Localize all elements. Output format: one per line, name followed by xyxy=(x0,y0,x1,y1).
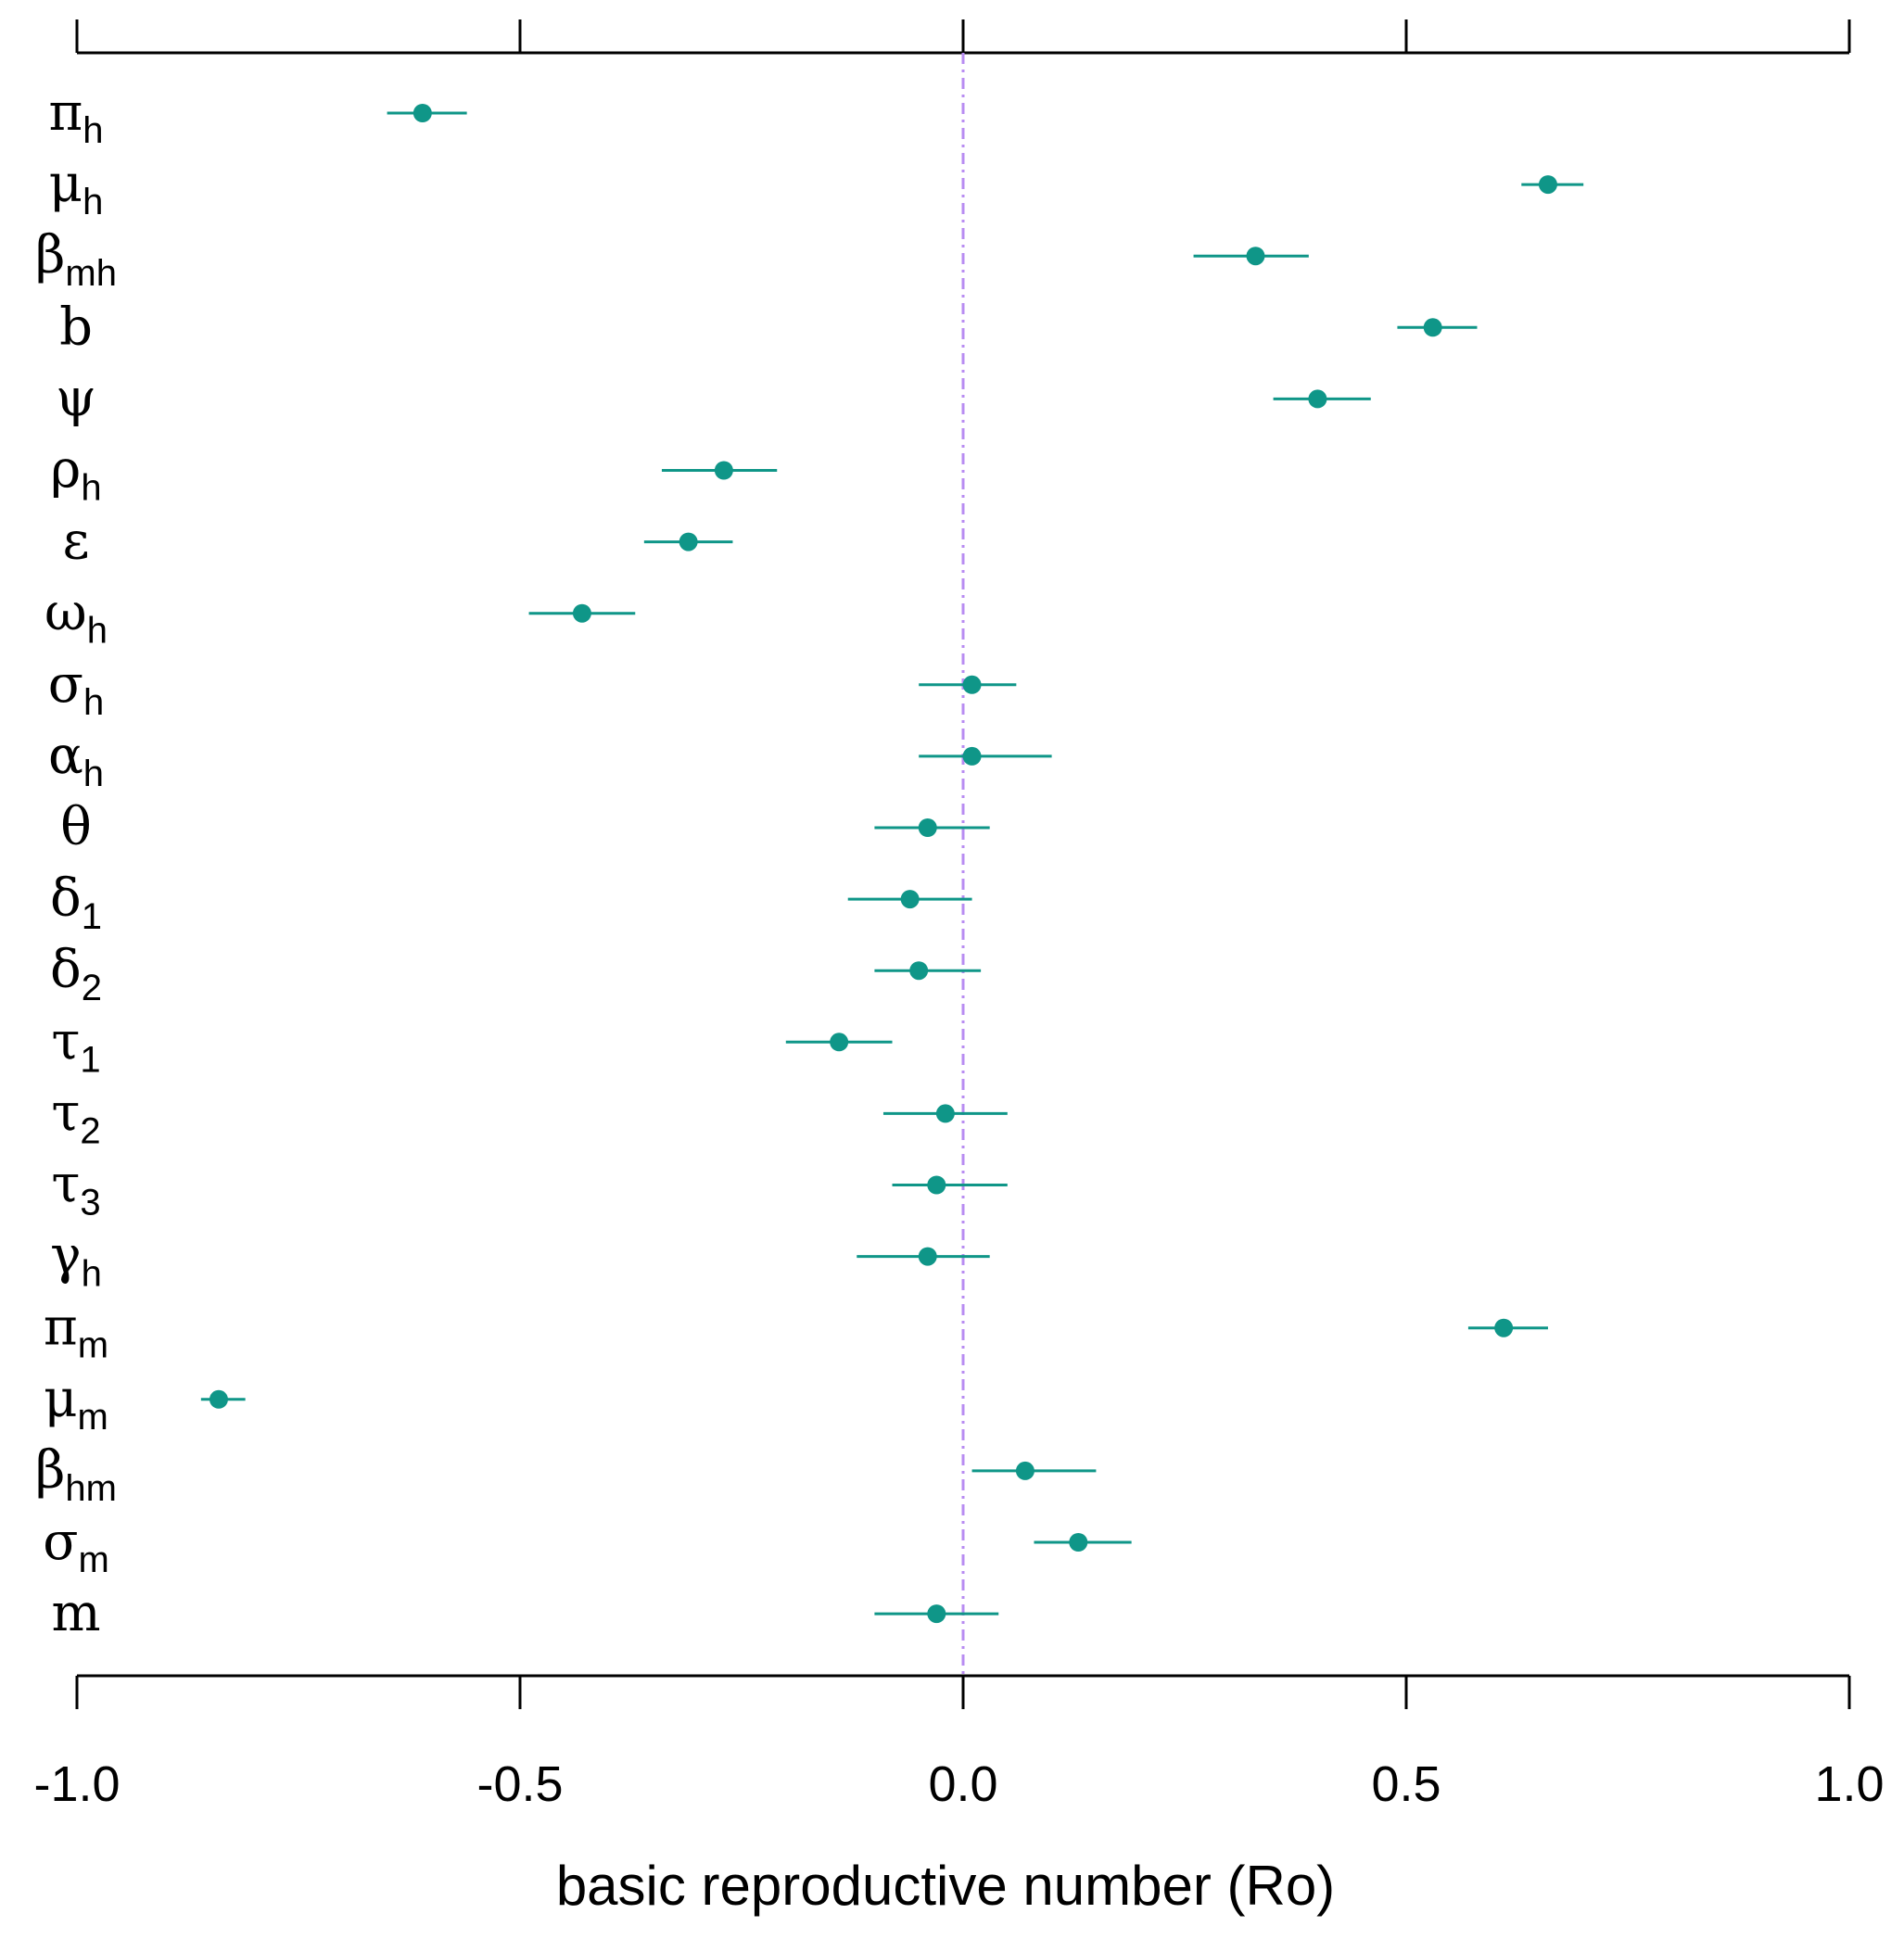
parameter-symbol: δ xyxy=(50,868,82,929)
parameter-symbol: m xyxy=(51,1583,100,1643)
parameter-labels: πhμhβmhbψρhεωhσhαhθδ1δ2τ1τ2τ3γhπmμmβhmσm… xyxy=(35,82,117,1643)
parameter-label: ωh xyxy=(44,583,108,652)
parameter-subscript: h xyxy=(83,110,103,151)
parameter-subscript: 2 xyxy=(82,968,102,1008)
parameter-label: βmh xyxy=(35,225,117,294)
estimate-point xyxy=(209,1389,228,1409)
parameter-label: τ2 xyxy=(51,1083,100,1151)
parameter-symbol: σ xyxy=(43,1512,78,1572)
parameter-symbol: π xyxy=(44,1298,78,1358)
estimate-point xyxy=(900,890,920,909)
parameter-subscript: m xyxy=(78,1540,108,1580)
parameter-symbol: θ xyxy=(60,797,92,857)
parameter-symbol: δ xyxy=(50,940,82,1000)
parameter-subscript: h xyxy=(81,468,101,509)
parameter-subscript: h xyxy=(82,1254,102,1295)
parameter-subscript: m xyxy=(78,1325,108,1366)
estimate-point xyxy=(962,746,982,766)
parameter-label: αh xyxy=(48,726,104,794)
x-tick-label: 0.0 xyxy=(928,1756,997,1812)
axes: -1.0 -0.5 0.0 0.5 1.0 xyxy=(33,19,1885,1812)
estimate-point xyxy=(413,104,432,122)
parameter-subscript: 1 xyxy=(82,896,102,937)
parameter-label: τ3 xyxy=(51,1155,100,1223)
x-axis-title: basic reproductive number (Ro) xyxy=(556,1855,1335,1917)
parameter-label: σh xyxy=(48,654,104,723)
parameter-subscript: mh xyxy=(65,253,117,294)
estimate-point xyxy=(927,1604,946,1624)
estimate-point xyxy=(1538,175,1557,195)
estimate-point xyxy=(1246,247,1265,266)
estimate-point xyxy=(909,961,929,981)
parameter-label: m xyxy=(51,1583,100,1643)
estimate-point xyxy=(962,675,982,694)
estimate-point xyxy=(1423,318,1442,337)
parameter-symbol: τ xyxy=(51,1083,80,1143)
parameter-symbol: ω xyxy=(44,583,87,643)
x-tick-label: 0.5 xyxy=(1371,1756,1441,1812)
parameter-symbol: β xyxy=(35,1440,65,1501)
estimate-point xyxy=(679,532,698,551)
parameter-symbol: ε xyxy=(62,512,89,572)
parameter-symbol: μ xyxy=(44,1369,77,1429)
x-tick-label: -0.5 xyxy=(476,1756,563,1812)
parameter-label: μh xyxy=(49,154,104,222)
estimate-point xyxy=(927,1175,946,1195)
parameter-subscript: 1 xyxy=(80,1039,100,1080)
parameter-symbol: β xyxy=(35,225,65,285)
parameter-label: ρh xyxy=(50,440,101,509)
parameter-subscript: h xyxy=(83,682,104,723)
parameter-label: ε xyxy=(62,512,89,572)
parameter-label: γh xyxy=(50,1226,102,1295)
parameter-symbol: b xyxy=(59,297,93,357)
parameter-subscript: h xyxy=(83,182,103,222)
parameter-label: δ1 xyxy=(50,868,102,937)
x-tick-label: 1.0 xyxy=(1814,1756,1884,1812)
estimate-point xyxy=(714,461,733,480)
estimate-point xyxy=(830,1033,849,1052)
estimate-point xyxy=(918,818,937,837)
estimate-point xyxy=(1308,389,1327,409)
parameter-subscript: 2 xyxy=(80,1110,100,1151)
parameter-label: πh xyxy=(48,82,103,151)
parameter-label: b xyxy=(59,297,93,357)
parameter-subscript: 3 xyxy=(80,1183,100,1223)
parameter-symbol: τ xyxy=(51,1011,80,1071)
parameter-symbol: α xyxy=(48,726,83,786)
parameter-subscript: h xyxy=(87,611,108,652)
parameter-label: ψ xyxy=(56,368,96,428)
parameter-subscript: h xyxy=(83,754,104,794)
parameter-label: θ xyxy=(60,797,92,857)
x-tick-label: -1.0 xyxy=(33,1756,120,1812)
parameter-symbol: τ xyxy=(51,1155,80,1215)
estimate-marks xyxy=(200,104,1584,1624)
estimate-point xyxy=(1015,1461,1035,1480)
parameter-symbol: μ xyxy=(49,154,83,214)
parameter-label: μm xyxy=(44,1369,108,1438)
estimate-point xyxy=(1494,1318,1514,1337)
parameter-subscript: hm xyxy=(65,1468,117,1509)
parameter-symbol: σ xyxy=(48,654,83,715)
parameter-symbol: γ xyxy=(50,1226,81,1286)
parameter-subscript: m xyxy=(78,1397,108,1438)
estimate-point xyxy=(918,1247,937,1266)
parameter-label: σm xyxy=(43,1512,109,1580)
parameter-symbol: ψ xyxy=(56,368,96,428)
parameter-label: βhm xyxy=(35,1440,117,1509)
parameter-label: τ1 xyxy=(51,1011,100,1080)
parameter-label: δ2 xyxy=(50,940,102,1008)
parameter-symbol: π xyxy=(48,82,83,143)
estimate-point xyxy=(935,1104,955,1123)
estimate-point xyxy=(1069,1533,1088,1552)
parameter-label: πm xyxy=(44,1298,108,1366)
estimate-point xyxy=(572,603,591,623)
parameter-symbol: ρ xyxy=(50,440,81,501)
